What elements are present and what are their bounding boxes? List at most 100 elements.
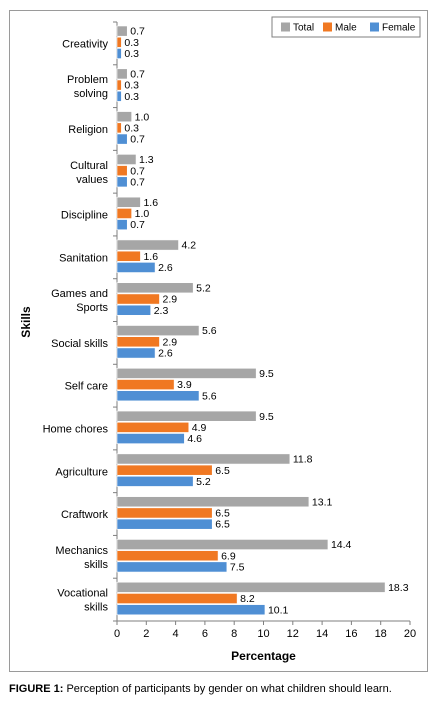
data-label-female: 10.1: [268, 604, 289, 616]
category-label: Sanitation: [59, 252, 108, 264]
caption-text: Perception of participants by gender on …: [63, 683, 392, 695]
data-label-male: 0.3: [124, 122, 139, 134]
category-label: Agriculture: [55, 466, 108, 478]
data-label-male: 1.0: [135, 208, 150, 220]
data-label-female: 7.5: [230, 562, 245, 574]
bar-total: [116, 410, 257, 422]
data-label-female: 6.5: [215, 519, 230, 531]
bar-male: [116, 208, 132, 219]
bar-total: [116, 282, 194, 294]
x-tick-label: 2: [143, 628, 149, 640]
x-tick-label: 14: [316, 628, 328, 640]
data-label-male: 4.9: [192, 422, 207, 434]
bar-total: [116, 581, 386, 593]
data-label-total: 1.3: [139, 154, 154, 166]
data-label-male: 3.9: [177, 379, 192, 391]
bar-female: [116, 475, 194, 487]
bar-female: [116, 90, 122, 102]
bar-male: [116, 122, 122, 134]
category-label: Craftwork: [61, 509, 109, 521]
category-label: Mechanics: [55, 545, 108, 557]
legend-label-total: Total: [293, 23, 314, 34]
bar-male: [116, 165, 128, 177]
data-label-male: 0.3: [124, 80, 139, 92]
data-label-total: 13.1: [312, 496, 333, 508]
x-axis-title: Percentage: [231, 649, 296, 663]
legend-label-male: Male: [335, 23, 357, 34]
bar-female: [116, 176, 128, 188]
bar-total: [116, 367, 257, 379]
data-label-total: 1.6: [143, 197, 158, 209]
category-label: Sports: [76, 302, 108, 314]
legend-label-female: Female: [382, 23, 416, 34]
category-label: Vocational: [57, 588, 108, 600]
bar-female: [116, 219, 128, 231]
x-tick-label: 12: [287, 628, 299, 640]
data-label-female: 2.6: [158, 262, 173, 274]
category-label: values: [76, 174, 108, 186]
category-label: Games and: [51, 288, 108, 300]
data-label-total: 14.4: [331, 539, 352, 551]
bar-total: [116, 25, 128, 37]
data-label-female: 0.7: [130, 134, 145, 146]
bar-female: [116, 518, 213, 530]
bar-female: [116, 133, 128, 145]
bar-total: [116, 539, 329, 550]
bar-male: [116, 250, 141, 262]
bar-female: [116, 347, 156, 359]
data-label-male: 2.9: [162, 336, 177, 348]
data-label-total: 5.6: [202, 325, 217, 337]
x-tick-label: 4: [173, 628, 179, 640]
category-label: solving: [74, 88, 108, 100]
bar-male: [116, 379, 175, 390]
bar-total: [116, 239, 179, 251]
bar-female: [116, 561, 228, 573]
data-label-male: 0.3: [124, 37, 139, 49]
category-label: skills: [84, 602, 108, 614]
bar-male: [116, 36, 122, 48]
bar-male: [116, 593, 238, 604]
category-label: Religion: [68, 124, 108, 136]
bar-male: [116, 421, 190, 433]
legend-swatch-total: [281, 22, 290, 32]
bar-total: [116, 453, 291, 465]
bar-male: [116, 336, 160, 348]
figure-label: FIGURE 1:: [9, 683, 64, 695]
data-label-female: 0.7: [130, 176, 145, 188]
x-tick-label: 20: [404, 628, 416, 640]
x-tick-label: 10: [257, 628, 269, 640]
bar-total: [116, 196, 141, 208]
x-tick-label: 6: [202, 628, 208, 640]
x-tick-label: 16: [345, 628, 357, 640]
category-label: Discipline: [61, 210, 108, 222]
bar-chart: 0 2 4 6 8 10 12 14 16 18 200.70.30.3Creativity0.70…: [19, 16, 421, 663]
x-tick-label: 18: [375, 628, 387, 640]
data-label-female: 5.2: [196, 476, 211, 488]
data-label-male: 6.5: [215, 508, 230, 520]
bar-male: [116, 293, 160, 305]
bar-female: [116, 48, 122, 59]
data-label-female: 4.6: [187, 433, 202, 445]
data-label-total: 0.7: [130, 68, 145, 80]
bar-male: [116, 507, 213, 519]
data-label-total: 9.5: [259, 411, 274, 423]
data-label-total: 0.7: [130, 26, 145, 38]
data-label-total: 9.5: [259, 368, 274, 380]
data-label-total: 4.2: [182, 240, 197, 252]
bar-male: [116, 464, 213, 476]
bar-total: [116, 111, 132, 123]
bar-female: [116, 390, 200, 402]
data-label-female: 0.7: [130, 219, 145, 231]
data-label-female: 2.3: [154, 305, 169, 317]
category-label: Self care: [65, 381, 108, 393]
data-label-female: 2.6: [158, 348, 173, 360]
bar-total: [116, 154, 137, 165]
bar-male: [116, 79, 122, 91]
bar-female: [116, 604, 266, 616]
legend-swatch-male: [323, 22, 332, 32]
legend-swatch-female: [370, 22, 379, 32]
bar-female: [116, 262, 156, 273]
data-label-male: 0.7: [130, 165, 145, 177]
data-label-male: 1.6: [143, 251, 158, 263]
data-label-total: 11.8: [293, 454, 313, 466]
